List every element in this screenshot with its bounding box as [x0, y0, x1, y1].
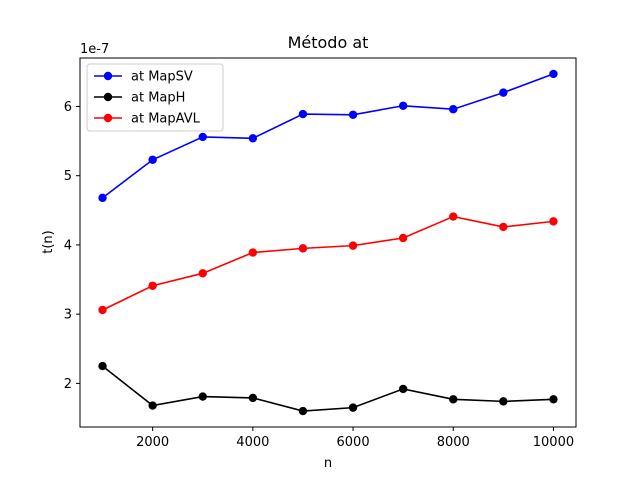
- y-tick-label: 3: [64, 308, 72, 323]
- data-point: [248, 393, 258, 403]
- data-point: [449, 105, 458, 114]
- y-tick-label: 5: [64, 169, 72, 184]
- series-at-mapavl: [98, 212, 558, 315]
- plot-frame: [79, 57, 577, 428]
- y-tick-label: 2: [64, 377, 72, 392]
- x-tick-label: 4000: [236, 435, 269, 450]
- data-point: [348, 110, 358, 119]
- x-tick-label: 10000: [533, 435, 574, 450]
- data-point: [449, 212, 458, 221]
- y-tick-label: 4: [64, 238, 72, 253]
- data-point: [549, 395, 558, 404]
- data-point: [248, 248, 258, 257]
- legend-label: at MapH: [131, 91, 185, 106]
- data-point: [198, 132, 207, 142]
- series-at-maph: [98, 361, 558, 416]
- data-point: [499, 88, 508, 97]
- legend-box: [86, 63, 224, 132]
- y-axis-label: t(n): [41, 230, 56, 253]
- y-offset-label: 1e-7: [80, 42, 109, 57]
- data-point: [398, 384, 408, 394]
- data-point: [499, 222, 508, 232]
- y-axis-ticks: 2 3 4 5 6: [64, 100, 80, 392]
- series-group: [98, 69, 558, 416]
- legend-label: at MapAVL: [131, 112, 201, 127]
- data-point: [298, 406, 308, 416]
- data-point: [348, 403, 358, 412]
- data-point: [549, 217, 558, 226]
- series-line: [102, 215, 554, 311]
- data-point: [198, 269, 207, 278]
- data-point: [98, 361, 107, 371]
- x-axis-ticks: 2000 4000 6000 8000 10000: [136, 427, 574, 450]
- legend-entry: at MapH: [94, 91, 185, 106]
- data-point: [148, 401, 157, 410]
- y-tick-label: 6: [64, 100, 72, 115]
- legend-entry: at MapSV: [94, 70, 193, 85]
- data-point: [148, 155, 157, 164]
- x-tick-label: 6000: [337, 435, 370, 450]
- data-point: [298, 109, 308, 119]
- x-tick-label: 8000: [437, 435, 470, 450]
- data-point: [98, 305, 107, 315]
- x-axis-label: n: [324, 456, 332, 471]
- data-point: [298, 244, 308, 253]
- data-point: [398, 233, 408, 243]
- data-point: [549, 69, 558, 79]
- legend: at MapSV at MapH at MapAVL: [86, 63, 224, 132]
- data-point: [398, 101, 408, 110]
- legend-entry: at MapAVL: [94, 112, 201, 127]
- series-line: [102, 73, 554, 199]
- series-at-mapsv: [98, 69, 558, 203]
- legend-label: at MapSV: [131, 70, 193, 85]
- chart-title: Método at: [288, 33, 369, 52]
- data-point: [148, 281, 157, 290]
- data-point: [98, 193, 107, 203]
- x-tick-label: 2000: [136, 435, 169, 450]
- data-point: [198, 392, 207, 401]
- data-point: [248, 134, 258, 143]
- legend-marker: [103, 71, 113, 81]
- data-point: [348, 241, 358, 250]
- legend-marker: [103, 113, 113, 123]
- data-point: [499, 397, 508, 406]
- legend-marker: [103, 92, 113, 102]
- data-point: [449, 395, 458, 404]
- series-line: [102, 365, 554, 412]
